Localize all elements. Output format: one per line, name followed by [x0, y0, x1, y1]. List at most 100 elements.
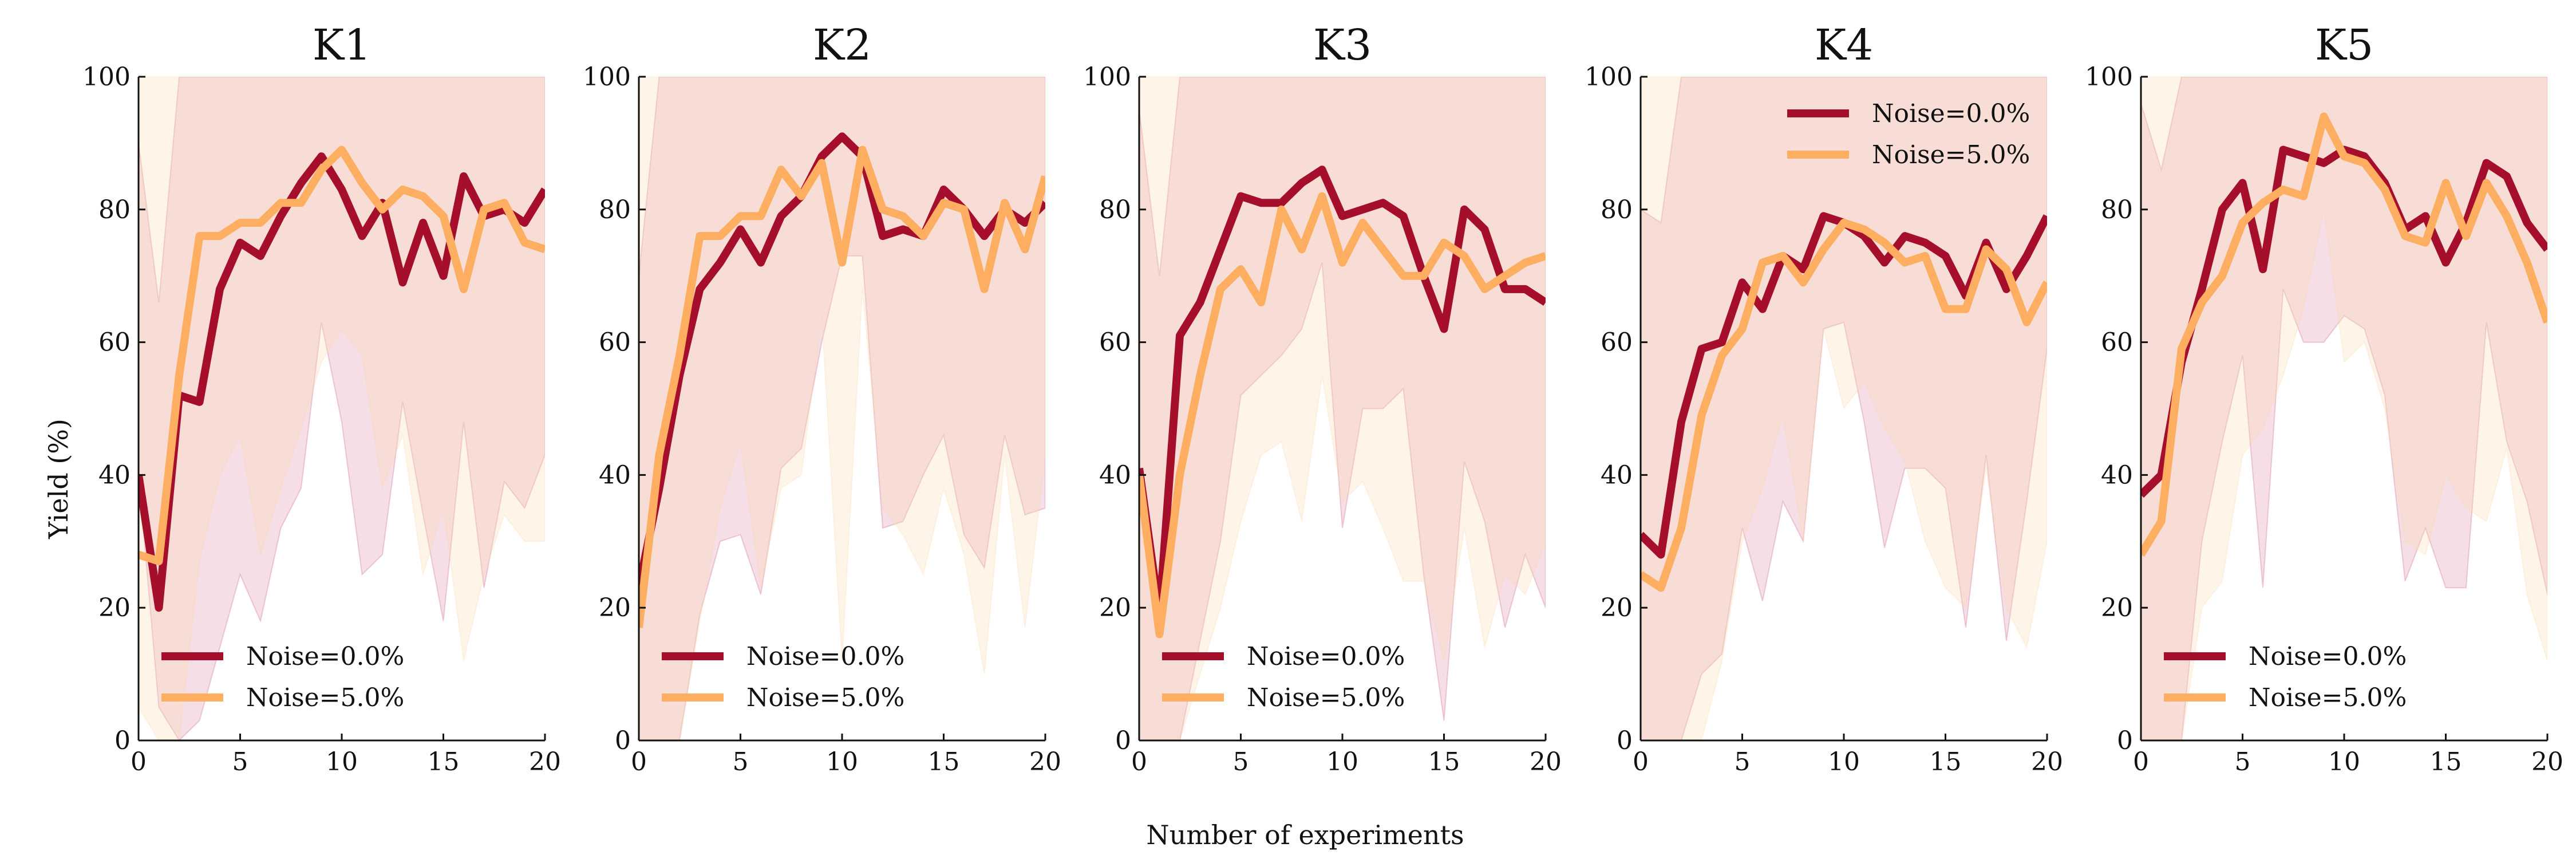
y-tick-label: 100	[2085, 62, 2133, 92]
x-tick-label: 5	[232, 747, 248, 777]
confidence-band-noise-5	[1139, 77, 1546, 740]
x-tick-label: 10	[826, 747, 858, 777]
series-line-noise-5	[139, 145, 545, 566]
series-line-noise-5	[2141, 112, 2547, 557]
x-tick-label: 15	[1930, 747, 1962, 777]
x-tick-label: 5	[1735, 747, 1751, 777]
confidence-band-noise-0	[2141, 77, 2547, 740]
panel-title: K4	[1815, 21, 1873, 70]
x-tick-label: 15	[1428, 747, 1460, 777]
x-tick-label: 10	[326, 747, 358, 777]
plot-area	[639, 77, 1045, 740]
y-tick-label: 0	[1617, 726, 1633, 755]
y-tick-label: 40	[1099, 460, 1131, 490]
x-tick-label: 20	[2031, 747, 2063, 777]
y-tick-label: 40	[599, 460, 631, 490]
series-line-noise-0	[139, 152, 545, 612]
y-tick-label: 40	[98, 460, 131, 490]
legend-label: Noise=5.0%	[2249, 683, 2407, 712]
legend-label: Noise=5.0%	[246, 683, 404, 712]
x-tick-label: 5	[2235, 747, 2251, 777]
x-tick-label: 0	[1131, 747, 1147, 777]
series-line-noise-5	[1641, 218, 2047, 592]
x-tick-label: 15	[2430, 747, 2462, 777]
legend-label: Noise=0.0%	[2249, 642, 2407, 671]
y-tick-label: 20	[98, 593, 131, 622]
x-tick-label: 20	[1029, 747, 1061, 777]
panel-title: K2	[813, 21, 871, 70]
confidence-band-noise-5	[639, 77, 1045, 740]
legend-label: Noise=0.0%	[1247, 642, 1405, 671]
x-tick-label: 15	[428, 747, 460, 777]
confidence-band-noise-0	[639, 77, 1045, 740]
panel-title: K3	[1313, 21, 1372, 70]
y-tick-label: 60	[1099, 328, 1131, 357]
y-tick-label: 100	[82, 62, 131, 92]
legend: Noise=0.0% Noise=5.0%	[1162, 642, 1405, 712]
y-tick-label: 100	[1585, 62, 1633, 92]
x-tick-label: 20	[529, 747, 561, 777]
chart-panel-k1: 0 20 40 60 80 100 0 5 10 15 20 K1 Noise=0.0% Noise=5.…	[82, 21, 561, 777]
legend-label: Noise=5.0%	[1872, 140, 2030, 170]
x-tick-label: 10	[1828, 747, 1860, 777]
x-tick-label: 0	[631, 747, 647, 777]
legend: Noise=0.0% Noise=5.0%	[662, 642, 904, 712]
chart-panel-k3: 0 20 40 60 80 100 0 5 10 15 20 K3 Noise=0.0% Noise=5.…	[1083, 21, 1562, 777]
y-tick-label: 0	[1115, 726, 1131, 755]
legend-label: Noise=5.0%	[746, 683, 904, 712]
chart-panel-k2: 0 20 40 60 80 100 0 5 10 15 20 K2 Noise=0.0% Noise=5.…	[583, 21, 1061, 777]
panel-title: K5	[2315, 21, 2373, 70]
y-tick-label: 80	[599, 195, 631, 224]
y-tick-label: 80	[1601, 195, 1633, 224]
y-axis-label: Yield (%)	[43, 419, 74, 539]
y-tick-label: 0	[114, 726, 131, 755]
legend-label: Noise=0.0%	[246, 642, 404, 671]
series-line-noise-5	[1139, 192, 1546, 639]
legend-label: Noise=0.0%	[746, 642, 904, 671]
x-tick-label: 0	[131, 747, 147, 777]
y-tick-label: 80	[2101, 195, 2133, 224]
series-line-noise-5	[639, 145, 1045, 628]
x-tick-label: 15	[928, 747, 960, 777]
y-tick-label: 60	[2101, 328, 2133, 357]
y-tick-label: 20	[2101, 593, 2133, 622]
plot-area	[139, 77, 545, 740]
series-line-noise-0	[639, 132, 1045, 589]
y-tick-label: 100	[1083, 62, 1131, 92]
x-tick-label: 5	[733, 747, 749, 777]
x-tick-label: 5	[1233, 747, 1249, 777]
x-axis-label: Number of experiments	[1146, 819, 1464, 850]
legend: Noise=0.0% Noise=5.0%	[2164, 642, 2407, 712]
confidence-band-noise-5	[2141, 77, 2547, 740]
y-tick-label: 60	[599, 328, 631, 357]
x-tick-label: 20	[2531, 747, 2563, 777]
confidence-band-noise-0	[1641, 77, 2047, 740]
y-tick-label: 0	[615, 726, 631, 755]
y-tick-label: 40	[1601, 460, 1633, 490]
y-tick-label: 20	[1601, 593, 1633, 622]
x-tick-label: 10	[2328, 747, 2360, 777]
chart-panel-k4: 0 20 40 60 80 100 0 5 10 15 20 K4 Noise=0.0% Noise=5.…	[1585, 21, 2063, 777]
series-line-noise-0	[1139, 166, 1546, 618]
y-tick-label: 80	[1099, 195, 1131, 224]
legend-label: Noise=5.0%	[1247, 683, 1405, 712]
y-tick-label: 20	[1099, 593, 1131, 622]
legend-label: Noise=0.0%	[1872, 99, 2030, 128]
y-tick-label: 0	[2117, 726, 2133, 755]
y-tick-label: 60	[1601, 328, 1633, 357]
x-tick-label: 10	[1326, 747, 1358, 777]
y-tick-label: 80	[98, 195, 131, 224]
chart-panel-k5: 0 20 40 60 80 100 0 5 10 15 20 K5 Noise=0.0% Noise=5.…	[2085, 21, 2563, 777]
x-tick-label: 20	[1530, 747, 1562, 777]
y-tick-label: 20	[599, 593, 631, 622]
x-tick-label: 0	[1633, 747, 1649, 777]
plot-area	[1139, 77, 1546, 740]
x-tick-label: 0	[2133, 747, 2149, 777]
confidence-band-noise-5	[1641, 77, 2047, 740]
panel-title: K1	[313, 21, 371, 70]
legend: Noise=0.0% Noise=5.0%	[1787, 99, 2030, 170]
plot-area	[2141, 77, 2547, 740]
y-tick-label: 60	[98, 328, 131, 357]
